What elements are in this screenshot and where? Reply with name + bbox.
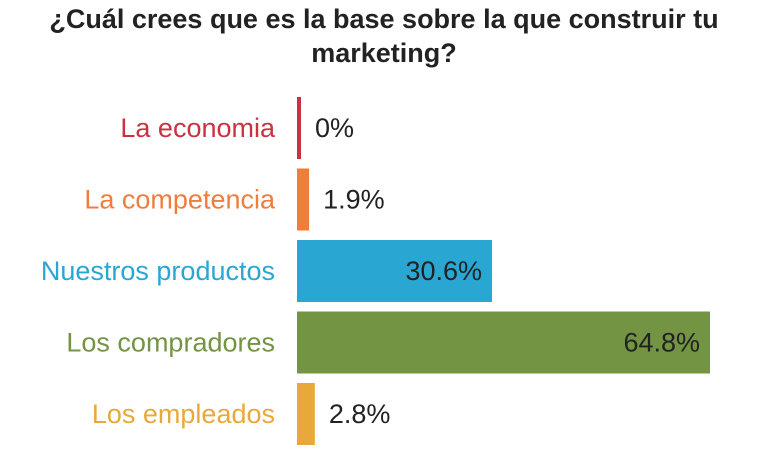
value-label-1: 1.9% — [323, 185, 385, 215]
chart-title-line-1: ¿Cuál crees que es la base sobre la que … — [49, 4, 719, 34]
value-label-4: 2.8% — [329, 399, 391, 429]
bar-3 — [297, 311, 710, 374]
bar-4 — [297, 383, 315, 445]
category-label-4: Los empleados — [92, 399, 275, 429]
value-label-3: 64.8% — [623, 328, 700, 358]
bar-1 — [297, 168, 310, 231]
chart-title: ¿Cuál crees que es la base sobre la que … — [0, 2, 768, 70]
value-label-2: 30.6% — [405, 256, 482, 286]
category-label-1: La competencia — [84, 185, 276, 215]
category-label-3: Los compradores — [66, 328, 275, 358]
bar-0 — [297, 97, 301, 159]
category-label-2: Nuestros productos — [41, 256, 275, 286]
category-label-0: La economia — [120, 113, 276, 143]
value-label-0: 0% — [315, 113, 354, 143]
chart-title-line-2: marketing? — [311, 38, 457, 68]
bar-2 — [297, 240, 493, 302]
